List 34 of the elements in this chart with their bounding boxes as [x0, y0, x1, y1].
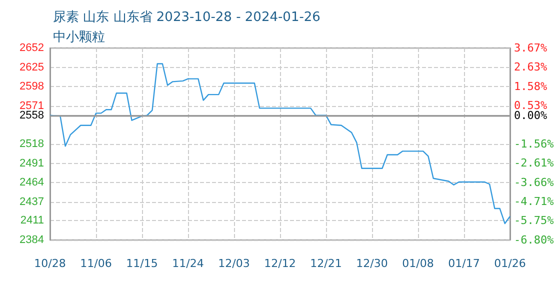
- y-tick-label: 2518: [20, 138, 44, 150]
- y-tick-label: 2491: [20, 157, 44, 170]
- x-tick-label: 12/21: [310, 257, 342, 270]
- y-tick-label: 2437: [20, 196, 44, 208]
- y2-tick-label: 1.58%: [514, 80, 548, 93]
- x-tick-label: 12/03: [218, 257, 250, 270]
- y-tick-label: 2652: [20, 42, 44, 54]
- y-tick-label: 2625: [20, 61, 44, 74]
- y2-tick-label: 3.67%: [514, 42, 548, 54]
- x-tick-label: 10/28: [34, 257, 66, 270]
- chart-title: 尿素 山东 山东省 2023-10-28 - 2024-01-26: [53, 10, 320, 25]
- y2-tick-label: -2.61%: [514, 156, 554, 170]
- y2-tick-label: -4.71%: [514, 195, 554, 208]
- line-series: [49, 63, 511, 224]
- chart-subtitle: 中小颗粒: [53, 30, 105, 45]
- x-tick-label: 12/12: [264, 257, 296, 270]
- y-tick-label: 2411: [20, 214, 44, 227]
- y2-tick-label: 2.63%: [514, 60, 548, 74]
- y-tick-label: 2598: [20, 80, 44, 93]
- x-tick-label: 11/24: [172, 257, 204, 270]
- y2-tick-label: -1.56%: [514, 137, 554, 150]
- x-tick-label: 11/06: [80, 257, 112, 270]
- x-tick-label: 01/17: [448, 257, 480, 270]
- x-tick-label: 01/26: [494, 257, 526, 270]
- x-tick-label: 01/08: [402, 257, 434, 270]
- y2-tick-label: -3.66%: [514, 176, 554, 189]
- x-tick-label: 12/30: [356, 257, 388, 270]
- y2-tick-label: -5.75%: [514, 214, 554, 228]
- y-tick-label: 2384: [20, 234, 44, 246]
- y2-tick-label: -6.80%: [514, 234, 554, 246]
- y-tick-label: 2464: [20, 176, 44, 189]
- y2-tick-label: 0.00%: [514, 108, 548, 122]
- y-tick-label: 2558: [20, 109, 44, 122]
- x-tick-label: 11/15: [126, 257, 158, 270]
